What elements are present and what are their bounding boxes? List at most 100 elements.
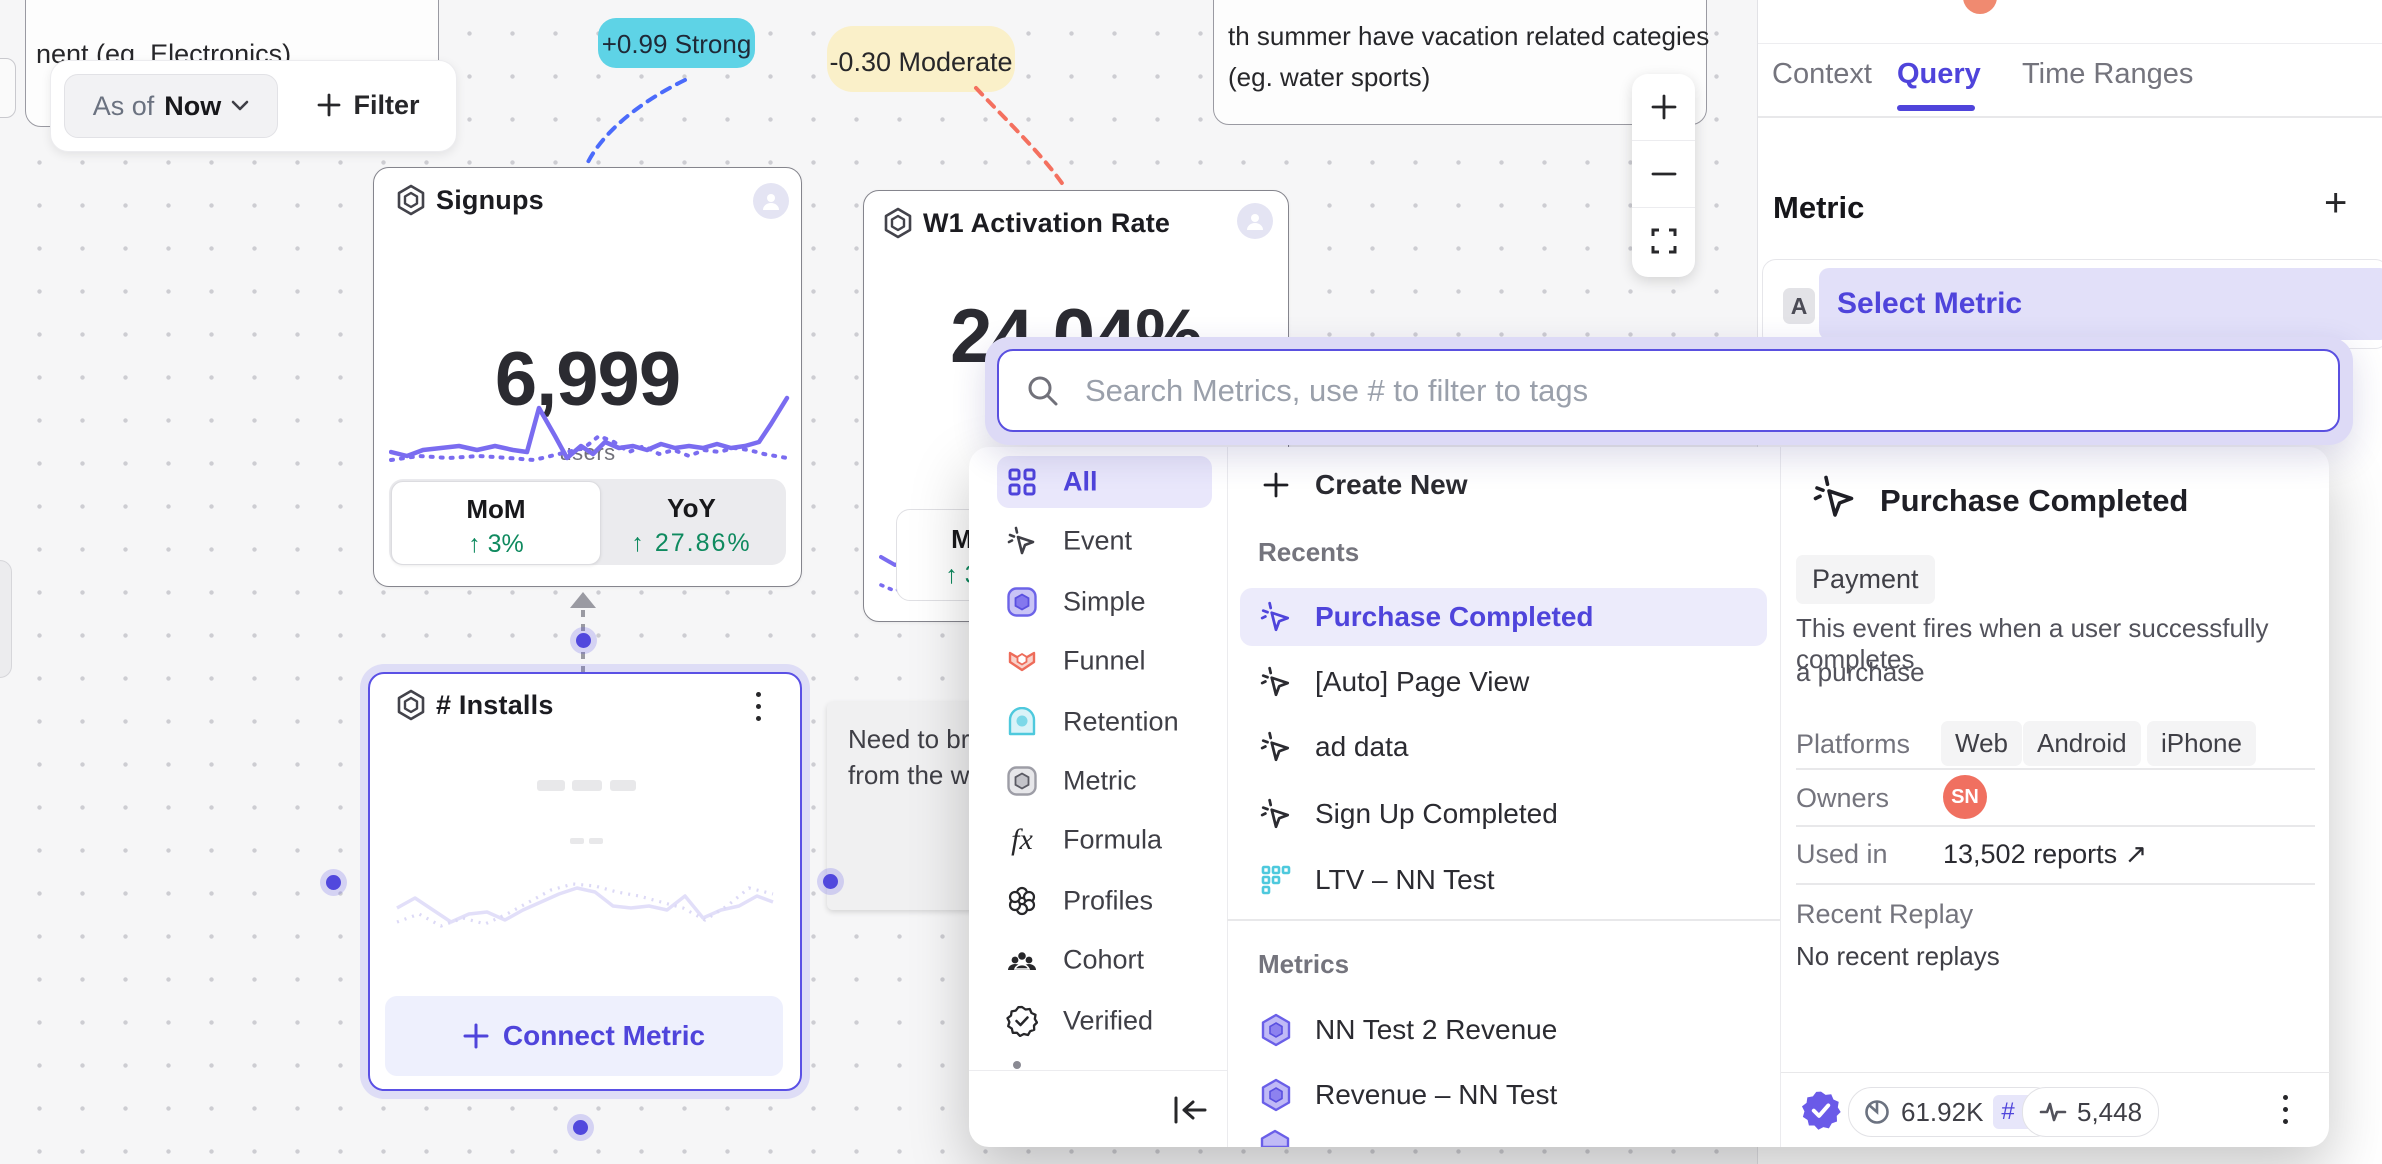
canvas-toolbar: As of Now Filter [50, 60, 457, 152]
sticky-line1: Need to brin [848, 724, 990, 754]
filter-label: Filter [353, 89, 420, 120]
connector-curves [584, 78, 1068, 191]
detail-divider [1796, 825, 2315, 827]
plus-icon [1651, 94, 1676, 120]
category-formula[interactable]: fx Formula [969, 811, 1227, 869]
tabs-divider [1758, 116, 2382, 118]
recent-item-auto-page-view[interactable]: [Auto] Page View [1227, 652, 1780, 712]
verified-badge-filled-icon[interactable] [1800, 1089, 1842, 1131]
yoy-label: YoY [667, 493, 716, 523]
metric-hexagon-icon [884, 207, 912, 239]
correlation-badge-moderate[interactable]: -0.30 Moderate [827, 26, 1015, 92]
create-new-button[interactable]: Create New [1227, 455, 1780, 515]
metric-item-revenue-nn-test[interactable]: Revenue – NN Test [1227, 1065, 1780, 1125]
event-icon [1005, 524, 1039, 558]
add-metric-button[interactable]: + [2324, 181, 2348, 225]
category-event[interactable]: Event [969, 512, 1227, 570]
used-in-link[interactable]: 13,502 reports ↗ [1943, 839, 2148, 869]
plus-icon [463, 1023, 489, 1049]
events-total: 61.92K [1901, 1096, 1984, 1127]
profiles-flower-icon [1005, 884, 1039, 918]
recent-item-ltv-nn-test[interactable]: LTV – NN Test [1227, 850, 1780, 910]
category-all[interactable]: All [969, 453, 1227, 511]
correlation-badge-strong[interactable]: +0.99 Strong [598, 18, 755, 68]
platforms-label: Platforms [1796, 729, 1911, 759]
connector-dot[interactable] [567, 1114, 594, 1141]
avatar-icon[interactable] [753, 183, 789, 219]
metric-search-popover [985, 337, 2353, 445]
zoom-in-button[interactable] [1632, 74, 1695, 141]
connector-dot[interactable] [320, 869, 347, 896]
owner-avatar[interactable]: SN [1943, 775, 1987, 819]
category-profiles[interactable]: Profiles [969, 872, 1227, 930]
category-funnel[interactable]: Funnel [969, 632, 1227, 690]
select-metric-field[interactable]: Select Metric [1819, 268, 2382, 340]
ltv-grid-icon [1258, 862, 1294, 898]
activity-count-pill[interactable]: 5,448 [2022, 1087, 2160, 1137]
avatar-icon[interactable] [1237, 203, 1273, 239]
note-card-right[interactable]: th summer have vacation related categies… [1213, 0, 1709, 125]
tab-context[interactable]: Context [1772, 58, 1872, 90]
purple-hexagon-icon [1258, 1077, 1294, 1113]
clipped-left-shape [0, 560, 12, 678]
category-cohort[interactable]: Cohort [969, 931, 1227, 989]
filter-button[interactable]: Filter [291, 74, 446, 136]
yoy-delta: ↑ 27.86% [631, 529, 752, 557]
purple-hexagon-icon [1258, 1012, 1294, 1048]
signups-sparkline [389, 395, 790, 463]
category-verified[interactable]: Verified [969, 992, 1227, 1050]
recent-item-sign-up-completed[interactable]: Sign Up Completed [1227, 784, 1780, 844]
recent-item-ad-data[interactable]: ad data [1227, 717, 1780, 777]
connector-dot[interactable] [817, 868, 844, 895]
used-in-label: Used in [1796, 839, 1888, 869]
collapse-panel-icon[interactable] [1172, 1095, 1208, 1125]
cohort-people-icon [1005, 943, 1039, 977]
as-of-label: As of [92, 90, 155, 121]
detail-tag[interactable]: Payment [1796, 555, 1935, 604]
category-metric[interactable]: Metric [969, 752, 1227, 810]
yoy-toggle[interactable]: YoY ↑ 27.86% [599, 481, 784, 563]
tab-time-ranges[interactable]: Time Ranges [2022, 58, 2194, 90]
selected-row-bg [1240, 588, 1767, 646]
mom-toggle[interactable]: MoM ↑ 3% [391, 481, 601, 565]
category-selected-bg [997, 456, 1212, 508]
kebab-menu-icon[interactable] [756, 692, 761, 721]
search-input[interactable] [1083, 371, 2338, 410]
event-icon [1258, 599, 1294, 635]
detail-divider [1796, 768, 2315, 770]
as-of-button[interactable]: As of Now [64, 74, 278, 138]
simple-icon [1005, 585, 1039, 619]
as-of-value: Now [164, 90, 222, 121]
event-icon [1258, 664, 1294, 700]
metric-icon [1005, 764, 1039, 798]
clipped-hexagon-icon [1260, 1129, 1290, 1147]
grid-icon [1005, 465, 1039, 499]
chevron-down-icon [231, 100, 249, 111]
platform-chip-web: Web [1941, 721, 2022, 766]
category-retention[interactable]: Retention [969, 693, 1227, 751]
tab-query[interactable]: Query [1897, 58, 1981, 90]
mom-delta: ↑ 3% [468, 530, 524, 558]
recent-item-purchase-completed[interactable]: Purchase Completed [1227, 587, 1780, 647]
kebab-menu-icon[interactable] [2283, 1095, 2288, 1124]
comparison-toggle: MoM ↑ 3% YoY ↑ 27.86% [389, 479, 786, 565]
w1-title: W1 Activation Rate [923, 208, 1171, 238]
signups-card[interactable]: Signups 6,999 users MoM ↑ 3% YoY ↑ 27.86… [373, 167, 802, 587]
zoom-out-button[interactable] [1632, 141, 1695, 208]
pulse-icon [2039, 1102, 2067, 1122]
formula-icon: fx [1011, 823, 1033, 856]
activity-count: 5,448 [2077, 1096, 2143, 1127]
plus-icon [1258, 467, 1294, 503]
badge-strong-text: +0.99 Strong [601, 29, 752, 59]
metric-item-nn-test-2-revenue[interactable]: NN Test 2 Revenue [1227, 1000, 1780, 1060]
connector-dot[interactable] [570, 627, 597, 654]
metric-slot-row[interactable]: A Select Metric [1762, 259, 2382, 349]
recents-section-label: Recents [1258, 537, 1360, 567]
category-simple[interactable]: Simple [969, 573, 1227, 631]
fit-view-button[interactable] [1632, 208, 1695, 274]
installs-card[interactable]: # Installs Connect Metric [368, 672, 802, 1091]
tab-underline [1897, 105, 1975, 111]
connect-metric-button[interactable]: Connect Metric [385, 996, 783, 1076]
skeleton-bar [610, 780, 636, 791]
